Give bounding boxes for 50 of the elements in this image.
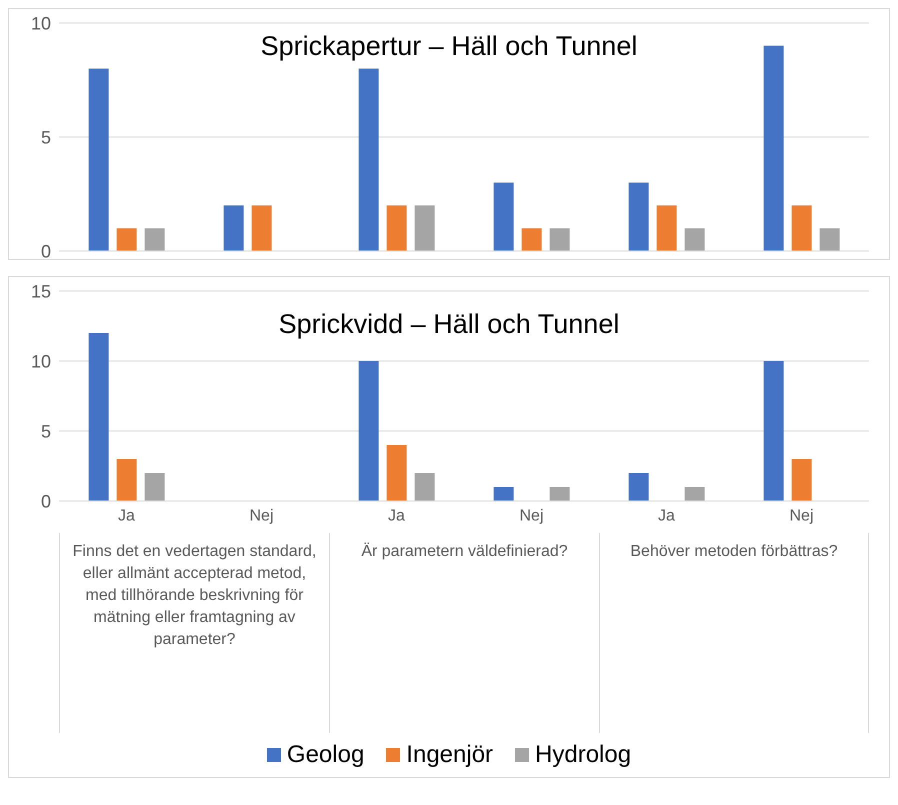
text: Är parametern väldefinierad? — [329, 533, 599, 733]
chart-title: Sprickapertur – Häll och Tunnel — [260, 31, 638, 61]
y-tick-label: 10 — [30, 13, 51, 34]
text: Behöver metoden förbättras? — [599, 533, 869, 733]
bar — [820, 228, 840, 251]
bar — [684, 487, 705, 501]
bar — [684, 228, 705, 251]
x-tick-label: Nej — [789, 507, 814, 524]
bar — [792, 459, 812, 501]
bar — [386, 445, 407, 501]
x-tick-label: Ja — [658, 507, 676, 524]
x-tick-label: Ja — [388, 507, 406, 524]
bar — [358, 361, 379, 501]
bar — [144, 473, 165, 501]
x-tick-label: Nej — [249, 507, 274, 524]
bar — [656, 205, 677, 251]
bar — [414, 473, 435, 501]
bar — [386, 205, 407, 251]
bar — [88, 333, 109, 501]
bar — [88, 68, 109, 251]
x-tick-label: Nej — [519, 507, 544, 524]
bar — [550, 487, 570, 501]
text: Finns det en vedertagen standard, eller allmänt accepterad metod, med tillhörande beskrivning för mätning eller framtagning av parameter? — [59, 533, 329, 733]
bar — [764, 46, 784, 251]
bar — [494, 487, 514, 501]
bar — [144, 228, 165, 251]
bar — [764, 361, 784, 501]
bar — [252, 205, 272, 251]
bar — [628, 473, 649, 501]
bar — [550, 228, 570, 251]
bar — [358, 68, 379, 251]
bar — [116, 228, 137, 251]
bar — [522, 228, 542, 251]
bar — [792, 205, 812, 251]
y-tick-label: 5 — [40, 127, 51, 148]
legend-label: Geolog — [286, 741, 364, 769]
y-tick-label: 0 — [40, 491, 51, 512]
bar — [628, 182, 649, 251]
y-tick-label: 10 — [30, 351, 51, 372]
legend-label: Hydrolog — [535, 741, 632, 769]
bar — [494, 182, 514, 251]
bar — [224, 205, 244, 251]
bar — [116, 459, 137, 501]
x-tick-label: Ja — [118, 507, 136, 524]
legend-label: Ingenjör — [406, 741, 494, 769]
y-tick-label: 5 — [40, 421, 51, 442]
text: Sprickvidd – Häll och Tunnel — [278, 309, 620, 339]
bar — [414, 205, 435, 251]
y-tick-label: 15 — [30, 281, 51, 302]
y-tick-label: 0 — [40, 241, 51, 262]
